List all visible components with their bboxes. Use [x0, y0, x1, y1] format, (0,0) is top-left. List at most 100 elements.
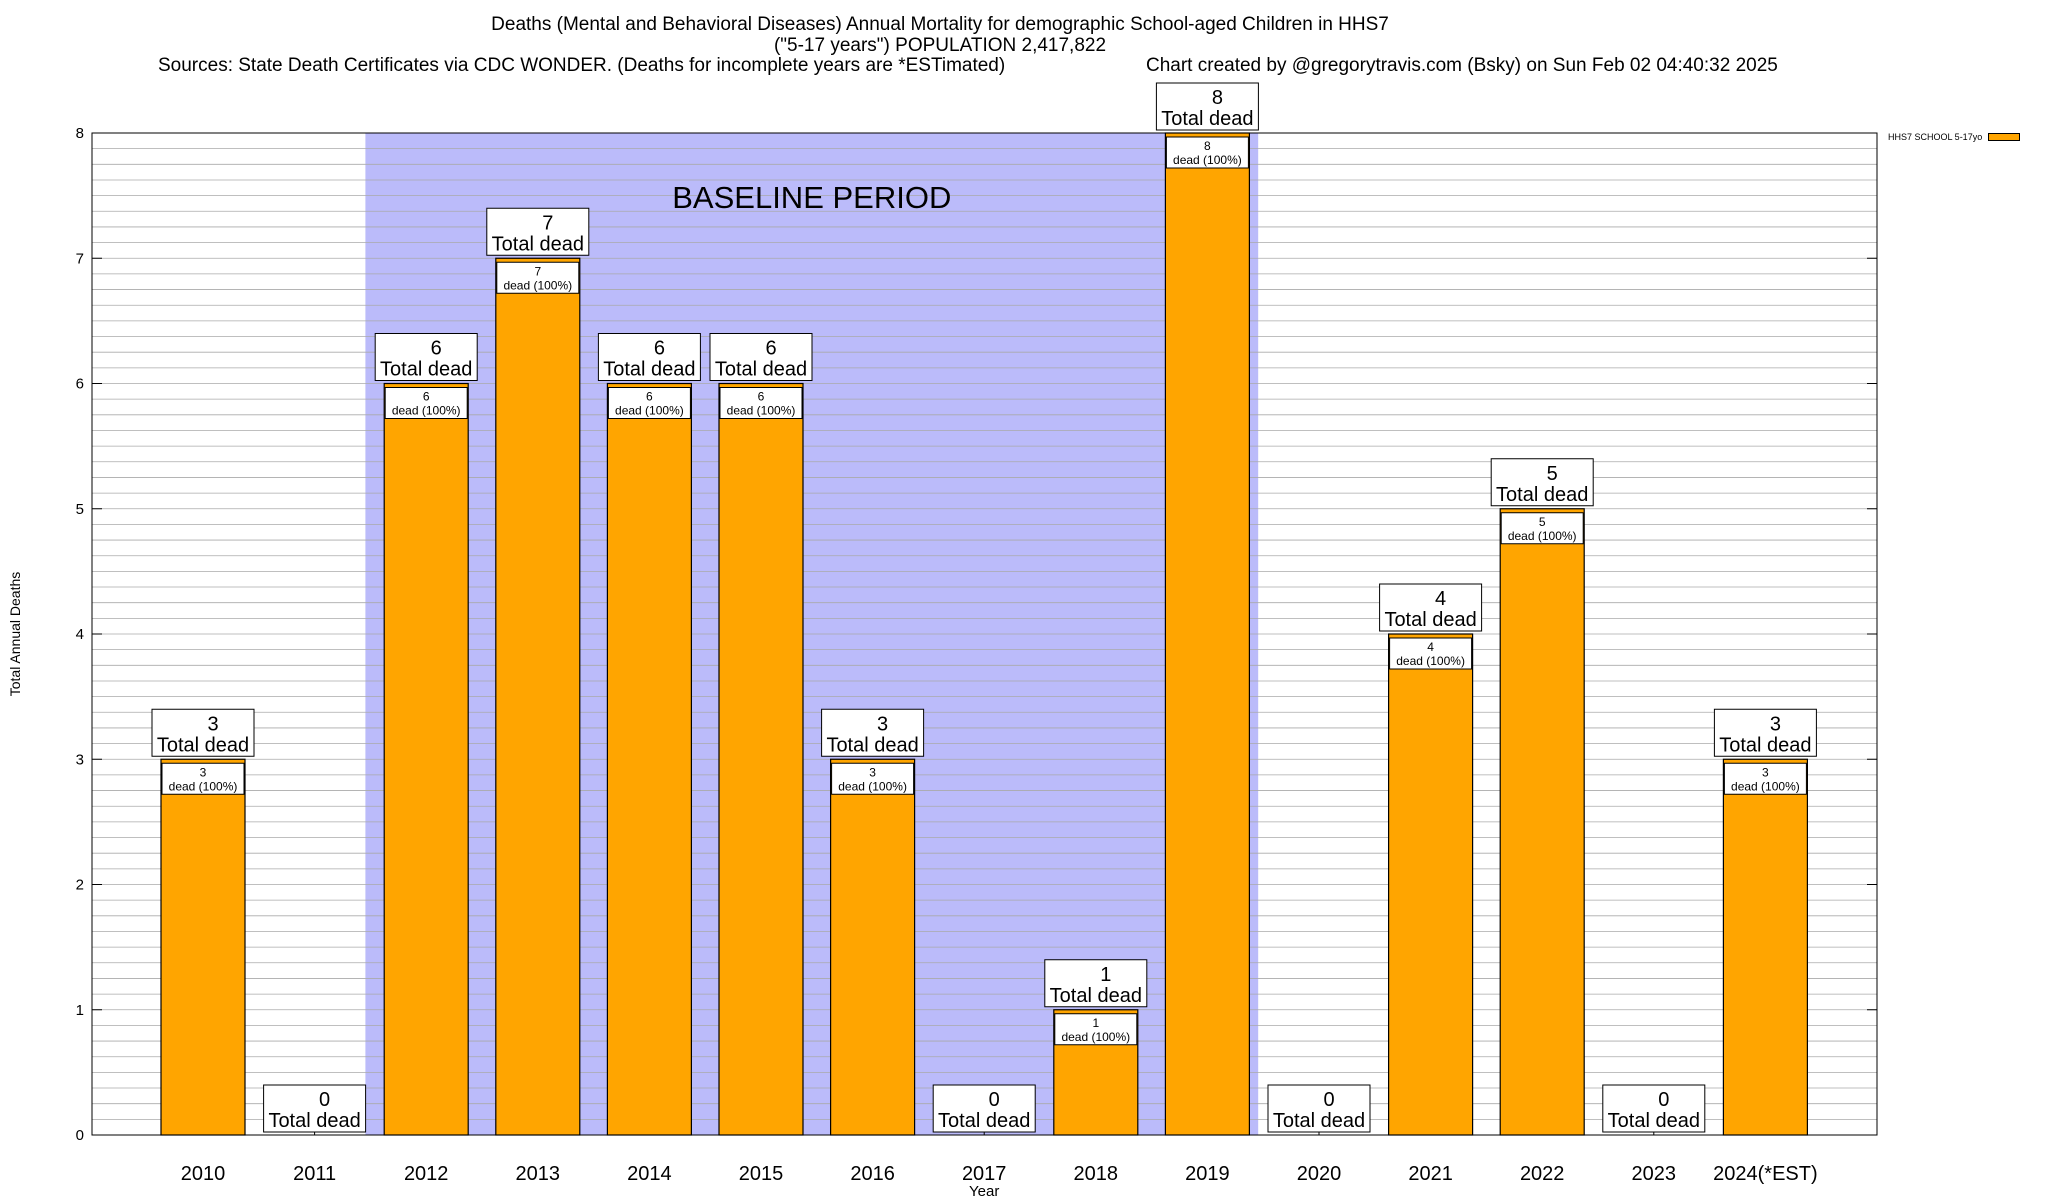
inner-label-text: dead (100%): [1731, 779, 1800, 793]
total-label-value: 6: [431, 338, 442, 360]
x-tick-label: 2014: [627, 1163, 672, 1185]
inner-label-box: [496, 261, 580, 294]
inner-label-text: dead (100%): [727, 404, 796, 418]
x-tick-label: 2024(*EST): [1713, 1163, 1818, 1185]
inner-label-value: 5: [1539, 515, 1546, 529]
total-label-value: 0: [989, 1089, 1000, 1111]
inner-label-box: [384, 387, 468, 419]
x-axis-label: Year: [969, 1183, 999, 1200]
y-tick-label: 4: [76, 626, 84, 643]
inner-label-value: 3: [869, 765, 876, 779]
x-tick-label: 2010: [181, 1163, 226, 1185]
chart-sources: Sources: State Death Certificates via CD…: [158, 55, 1006, 76]
y-tick-label: 6: [76, 376, 84, 393]
bar: [495, 257, 581, 1136]
total-label-text: Total dead: [826, 734, 918, 756]
y-tick-label: 1: [76, 1002, 84, 1019]
inner-label-box: [607, 387, 691, 419]
y-tick-label: 3: [76, 751, 84, 768]
total-label-text: Total dead: [938, 1110, 1030, 1132]
y-tick-label: 5: [76, 501, 84, 518]
y-tick-label: 7: [76, 250, 84, 267]
chart-credit: Chart created by @gregorytravis.com (Bsk…: [1146, 55, 1778, 76]
total-label-text: Total dead: [603, 359, 695, 381]
total-label-value: 4: [1435, 588, 1446, 610]
total-label-text: Total dead: [1719, 734, 1811, 756]
total-label-value: 3: [207, 713, 218, 735]
bar: [1387, 633, 1474, 1136]
total-label-box: [1267, 1084, 1371, 1133]
inner-label-value: 6: [758, 390, 765, 404]
x-tick-label: 2020: [1297, 1163, 1342, 1185]
total-label-box: [1490, 458, 1594, 507]
total-label-value: 3: [1770, 713, 1781, 735]
y-tick-label: 0: [76, 1127, 84, 1144]
total-label-box: [374, 333, 478, 381]
x-tick-label: 2017: [962, 1163, 1007, 1185]
x-tick-label: 2015: [739, 1163, 784, 1185]
total-label-box: [932, 1084, 1036, 1133]
inner-label-value: 7: [534, 264, 541, 278]
inner-label-text: dead (100%): [503, 278, 572, 292]
total-label-text: Total dead: [1273, 1110, 1365, 1132]
x-tick-label: 2019: [1185, 1163, 1230, 1185]
total-label-value: 0: [1323, 1089, 1334, 1111]
inner-label-value: 6: [423, 390, 430, 404]
bar: [606, 382, 693, 1136]
total-label-box: [597, 333, 701, 381]
total-label-box: [709, 333, 813, 381]
total-label-text: Total dead: [1496, 484, 1588, 506]
y-tick-label: 2: [76, 877, 84, 894]
total-label-value: 0: [319, 1089, 330, 1111]
bar: [829, 758, 916, 1136]
inner-label-box: [1389, 637, 1473, 670]
total-label-box: [1155, 82, 1259, 131]
inner-label-value: 3: [1762, 765, 1769, 779]
total-label-text: Total dead: [157, 734, 249, 756]
inner-label-box: [1723, 762, 1807, 795]
total-label-box: [1044, 959, 1148, 1008]
total-label-text: Total dead: [1050, 985, 1142, 1007]
x-tick-label: 2023: [1632, 1163, 1677, 1185]
bar: [1722, 758, 1809, 1136]
chart-title: Deaths (Mental and Behavioral Diseases) …: [491, 14, 1389, 35]
baseline-label: BASELINE PERIOD: [672, 180, 951, 215]
inner-label-value: 3: [200, 765, 207, 779]
inner-label-text: dead (100%): [838, 779, 907, 793]
total-label-box: [263, 1084, 367, 1133]
legend-swatch: [1988, 133, 2021, 141]
total-label-text: Total dead: [715, 359, 807, 381]
inner-label-text: dead (100%): [615, 404, 684, 418]
x-tick-label: 2016: [850, 1163, 895, 1185]
bar: [1164, 132, 1251, 1136]
total-label-text: Total dead: [1161, 108, 1253, 130]
x-tick-label: 2012: [404, 1163, 449, 1185]
inner-label-text: dead (100%): [1061, 1030, 1130, 1044]
bar: [718, 382, 804, 1136]
x-tick-label: 2021: [1408, 1163, 1453, 1185]
inner-label-box: [1500, 512, 1584, 545]
total-label-text: Total dead: [1384, 609, 1476, 631]
x-tick-label: 2018: [1074, 1163, 1119, 1185]
x-tick-label: 2013: [516, 1163, 561, 1185]
chart-subtitle: ("5-17 years") POPULATION 2,417,822: [773, 35, 1107, 56]
total-label-value: 0: [1658, 1089, 1669, 1111]
legend: HHS7 SCHOOL 5-17yo: [1888, 131, 2021, 143]
total-label-value: 8: [1212, 87, 1223, 109]
total-label-text: Total dead: [380, 359, 472, 381]
inner-label-text: dead (100%): [1173, 153, 1242, 167]
total-label-text: Total dead: [492, 233, 584, 255]
inner-label-box: [831, 762, 915, 795]
total-label-value: 1: [1100, 964, 1111, 986]
total-label-box: [821, 708, 925, 757]
inner-label-box: [161, 762, 245, 795]
total-label-value: 3: [877, 713, 888, 735]
inner-label-text: dead (100%): [392, 404, 461, 418]
x-tick-label: 2022: [1520, 1163, 1565, 1185]
inner-label-box: [1054, 1013, 1138, 1046]
bar: [383, 382, 469, 1136]
total-label-value: 6: [654, 338, 665, 360]
total-label-box: [1713, 708, 1817, 757]
total-label-box: [486, 207, 590, 256]
